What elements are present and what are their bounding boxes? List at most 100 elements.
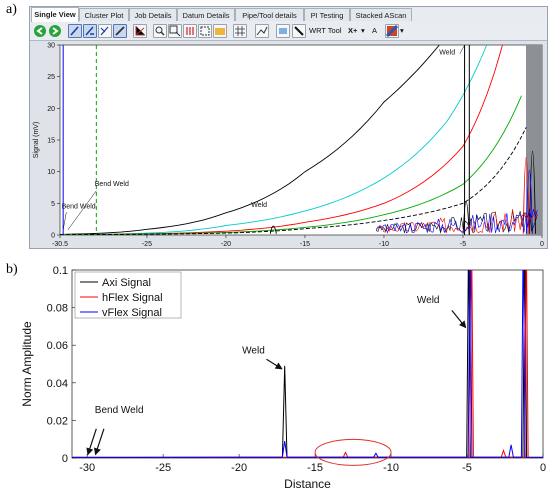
cursor-pen-icon[interactable] xyxy=(83,24,97,38)
line-icon[interactable] xyxy=(292,24,306,38)
y-tick-label-b: 0.04 xyxy=(47,378,68,390)
arrow-bend-weld-2 xyxy=(94,428,105,456)
toolbar: WRT Tool X+ ▾ A ▾ xyxy=(30,22,547,41)
y-tick-label: 30 xyxy=(47,43,55,50)
color-dropdown-icon[interactable]: ▾ xyxy=(400,26,404,35)
grid-icon[interactable] xyxy=(233,24,247,38)
legend-label-1: hFlex Signal xyxy=(102,292,163,304)
series-line-2 xyxy=(72,270,543,458)
x-tick-label: -20 xyxy=(221,241,231,248)
annotation-weld-2: Weld xyxy=(439,50,455,57)
bars-icon[interactable] xyxy=(183,24,197,38)
annotation-leader xyxy=(67,190,97,231)
y-tick-label-b: 0.1 xyxy=(53,265,68,277)
tab-pipe-tool-details[interactable]: Pipe/Tool details xyxy=(235,8,304,21)
x-tick-label-b: -30 xyxy=(79,462,95,474)
zoom-icon[interactable] xyxy=(153,24,167,38)
cross-pen-icon[interactable] xyxy=(98,24,112,38)
color-picker-icon[interactable] xyxy=(385,24,399,38)
y-axis-label-b: Norm Amplitude xyxy=(20,321,34,407)
x-tick-label-b: -10 xyxy=(383,462,399,474)
arrow-weld-2 xyxy=(451,310,467,329)
y-tick-label-b: 0.02 xyxy=(47,415,68,427)
y-tick-label: 5 xyxy=(51,201,55,208)
annotation-leader xyxy=(459,44,465,54)
signal-peak-0 xyxy=(269,225,277,234)
y-tick-label: 10 xyxy=(47,169,55,176)
tab-cluster-plot[interactable]: Cluster Plot xyxy=(79,8,129,21)
chart-options-icon[interactable] xyxy=(255,24,269,38)
annotation-bend-weld-2: Bend Weld xyxy=(95,181,129,188)
y-tick-label: 15 xyxy=(47,138,55,145)
x-tick-label-b: -5 xyxy=(462,462,472,474)
x-tick-label-b: 0 xyxy=(540,462,546,474)
pen-icon[interactable] xyxy=(68,24,82,38)
tab-job-details[interactable]: Job Details xyxy=(129,8,177,21)
signal-plot-area[interactable]: -30.5 -25 -20 -15 -10 -5 0 0 5 10 15 20 25 30 Signal (… xyxy=(30,41,547,248)
annotation-leader xyxy=(62,212,67,230)
panel-label-a: a) xyxy=(6,2,17,17)
dropdown-icon[interactable]: ▾ xyxy=(361,26,365,35)
layers-icon[interactable] xyxy=(276,24,290,38)
select-region-icon[interactable] xyxy=(198,24,212,38)
plot-content xyxy=(60,45,538,235)
plot-content-b xyxy=(72,270,543,458)
threshold-curve-4 xyxy=(60,127,527,235)
noise-trace-2 xyxy=(375,209,538,234)
signal-peak-3 xyxy=(522,157,530,234)
signal-peak-1 xyxy=(462,201,470,234)
arrow-bend-weld-1 xyxy=(86,428,97,456)
y-tick-label-b: 0.08 xyxy=(47,303,68,315)
norm-amplitude-chart: -30 -25 -20 -15 -10 -5 0 0 0.02 0.04 0.06 0.08 0.1 Di… xyxy=(20,265,546,491)
y-tick-label-b: 0.06 xyxy=(47,340,68,352)
x-plus-button[interactable]: X+ xyxy=(348,26,358,35)
wrt-tool-button[interactable]: WRT Tool xyxy=(309,26,342,35)
panel-label-b: b) xyxy=(6,262,18,277)
zoom-box-icon[interactable] xyxy=(168,24,182,38)
legend-label-0: Axi Signal xyxy=(102,277,151,289)
y-tick-label: 20 xyxy=(47,106,55,113)
x-tick-label: -25 xyxy=(142,241,152,248)
x-tick-label: -15 xyxy=(300,241,310,248)
tab-single-view[interactable]: Single View xyxy=(31,7,79,22)
threshold-curve-1 xyxy=(60,45,488,235)
folder-icon[interactable] xyxy=(213,24,227,38)
legend: Axi Signal hFlex Signal vFlex Signal xyxy=(74,271,182,319)
x-tick-label-b: -15 xyxy=(307,462,323,474)
tab-datum-details[interactable]: Datum Details xyxy=(177,8,235,21)
highlight-ellipse xyxy=(314,438,392,466)
arrow-weld-1 xyxy=(266,358,283,370)
app-window: Single View Cluster Plot Job Details Dat… xyxy=(29,6,548,249)
x-tick-label-b: -25 xyxy=(155,462,171,474)
noise-trace-1 xyxy=(375,209,538,234)
x-tick-label: 0 xyxy=(540,241,544,248)
annotation-weld-b1: Weld xyxy=(242,346,265,357)
x-axis-label-b: Distance xyxy=(284,477,331,491)
y-tick-label-b: 0 xyxy=(62,453,68,465)
legend-label-2: vFlex Signal xyxy=(102,307,162,319)
tab-bar: Single View Cluster Plot Job Details Dat… xyxy=(30,7,547,23)
x-tick-label-b: -20 xyxy=(231,462,247,474)
tab-pi-testing[interactable]: PI Testing xyxy=(304,8,350,21)
x-tick-label: -5 xyxy=(460,241,466,248)
y-tick-label: 25 xyxy=(47,74,55,81)
x-tick-label: -30.5 xyxy=(52,241,68,248)
signal-peak-2 xyxy=(529,150,536,234)
signal-chart[interactable]: -30.5 -25 -20 -15 -10 -5 0 0 5 10 15 20 25 30 Signal (… xyxy=(30,41,547,248)
threshold-curve-0 xyxy=(60,45,440,235)
annotation-weld-b2: Weld xyxy=(417,295,440,306)
annotation-bend-weld-1: Bend Weld xyxy=(62,203,96,210)
axes-icon[interactable] xyxy=(133,24,147,38)
signal-peak-4 xyxy=(525,169,533,234)
back-arrow-icon[interactable] xyxy=(33,24,47,38)
annotation-bend-weld-b: Bend Weld xyxy=(95,405,144,416)
tab-stacked-ascan[interactable]: Stacked AScan xyxy=(350,8,412,21)
annotation-weld-1: Weld xyxy=(251,202,267,209)
text-a-button[interactable]: A xyxy=(372,26,378,35)
legend-box xyxy=(74,271,182,319)
y-axis-label: Signal (mV) xyxy=(33,122,40,159)
draw-icon[interactable] xyxy=(113,24,127,38)
x-tick-label: -10 xyxy=(379,241,389,248)
forward-arrow-icon[interactable] xyxy=(48,24,62,38)
y-tick-label: 0 xyxy=(51,233,55,240)
